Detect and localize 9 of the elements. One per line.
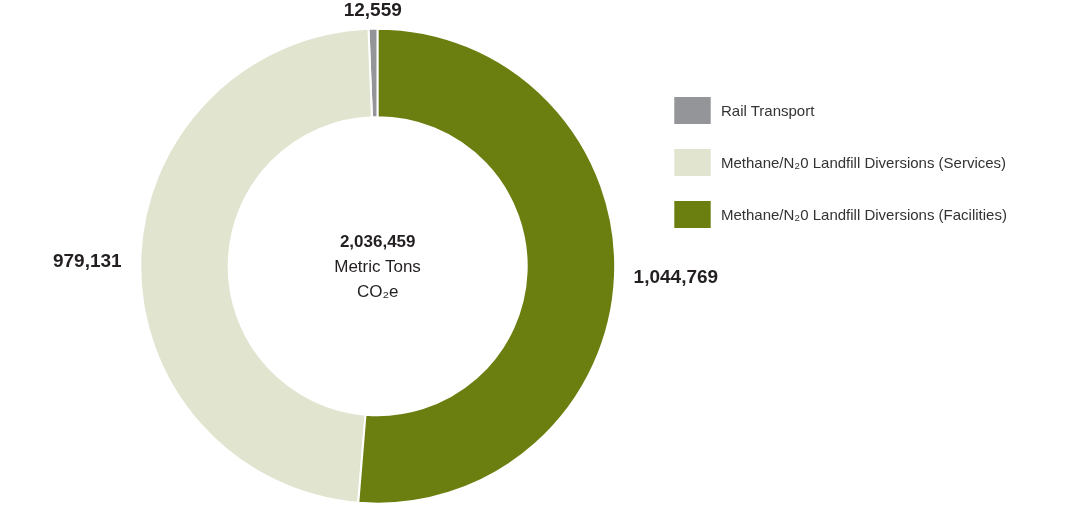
text: Metric Tons: [334, 256, 421, 276]
legend-label: Methane/N₂0 Landfill Diversions (Facilities): [721, 205, 1007, 223]
data-label: 12,559: [343, 0, 402, 21]
data-label: 1,044,769: [633, 266, 719, 288]
legend-label: Methane/N₂0 Landfill Diversions (Services): [721, 153, 1007, 171]
text: 2,036,459: [339, 231, 416, 251]
text: CO₂e: [356, 282, 399, 302]
legend-label: Rail Transport: [721, 101, 815, 119]
data-label: 979,131: [52, 250, 123, 272]
